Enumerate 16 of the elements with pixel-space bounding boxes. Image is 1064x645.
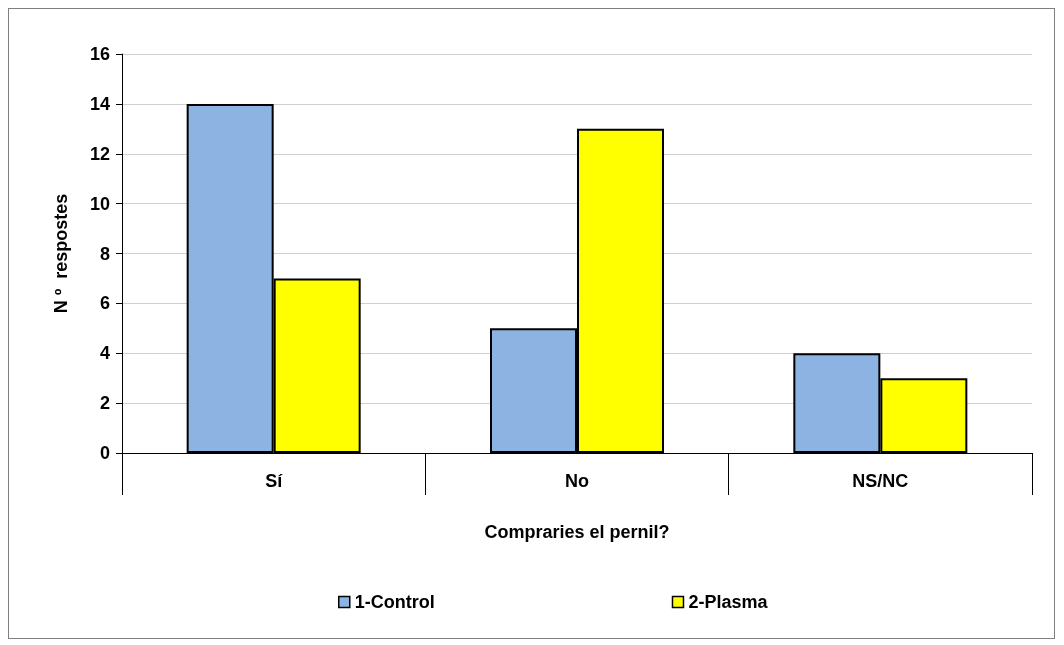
y-tick-label: 0 xyxy=(99,443,110,463)
x-tick-label: NS/NC xyxy=(852,471,909,491)
y-tick-label: 16 xyxy=(89,44,110,64)
x-tick-label: Sí xyxy=(265,471,284,491)
y-tick-label: 12 xyxy=(89,143,110,164)
y-axis-title: N º respostes xyxy=(51,193,71,314)
legend-label: 1-Control xyxy=(354,592,435,612)
y-tick-label: 6 xyxy=(99,293,110,314)
x-axis-title: Compraries el pernil? xyxy=(484,522,670,542)
legend-label: 2-Plasma xyxy=(688,592,769,612)
y-tick-label: 14 xyxy=(89,93,110,114)
y-tick-label: 8 xyxy=(99,243,110,264)
x-tick-label: No xyxy=(565,471,589,491)
y-tick-label: 2 xyxy=(99,393,110,414)
y-tick-label: 10 xyxy=(89,193,110,214)
y-tick-label: 4 xyxy=(99,343,110,364)
